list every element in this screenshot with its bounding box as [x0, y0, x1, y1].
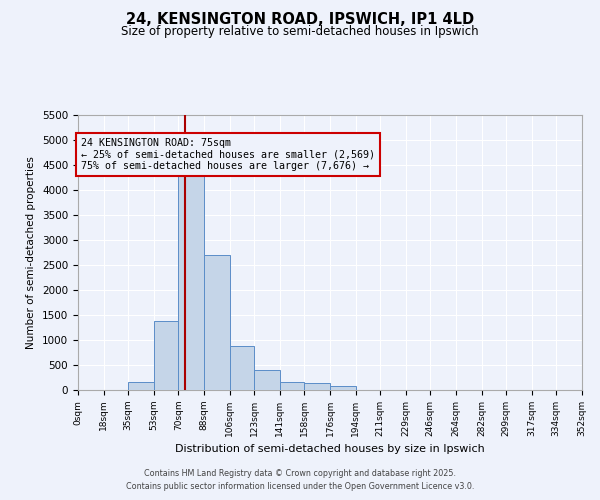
Bar — [330, 386, 356, 390]
Bar — [254, 370, 280, 390]
Bar — [154, 321, 178, 390]
Text: 24 KENSINGTON ROAD: 75sqm
← 25% of semi-detached houses are smaller (2,569)
75% : 24 KENSINGTON ROAD: 75sqm ← 25% of semi-… — [81, 138, 375, 170]
Text: Contains public sector information licensed under the Open Government Licence v3: Contains public sector information licen… — [126, 482, 474, 491]
Bar — [280, 382, 304, 390]
Text: Size of property relative to semi-detached houses in Ipswich: Size of property relative to semi-detach… — [121, 25, 479, 38]
Text: 24, KENSINGTON ROAD, IPSWICH, IP1 4LD: 24, KENSINGTON ROAD, IPSWICH, IP1 4LD — [126, 12, 474, 28]
X-axis label: Distribution of semi-detached houses by size in Ipswich: Distribution of semi-detached houses by … — [175, 444, 485, 454]
Bar — [204, 255, 230, 390]
Text: Contains HM Land Registry data © Crown copyright and database right 2025.: Contains HM Land Registry data © Crown c… — [144, 468, 456, 477]
Bar — [230, 346, 254, 390]
Y-axis label: Number of semi-detached properties: Number of semi-detached properties — [26, 156, 37, 349]
Bar — [128, 382, 154, 390]
Bar — [304, 383, 330, 390]
Bar — [178, 174, 204, 390]
